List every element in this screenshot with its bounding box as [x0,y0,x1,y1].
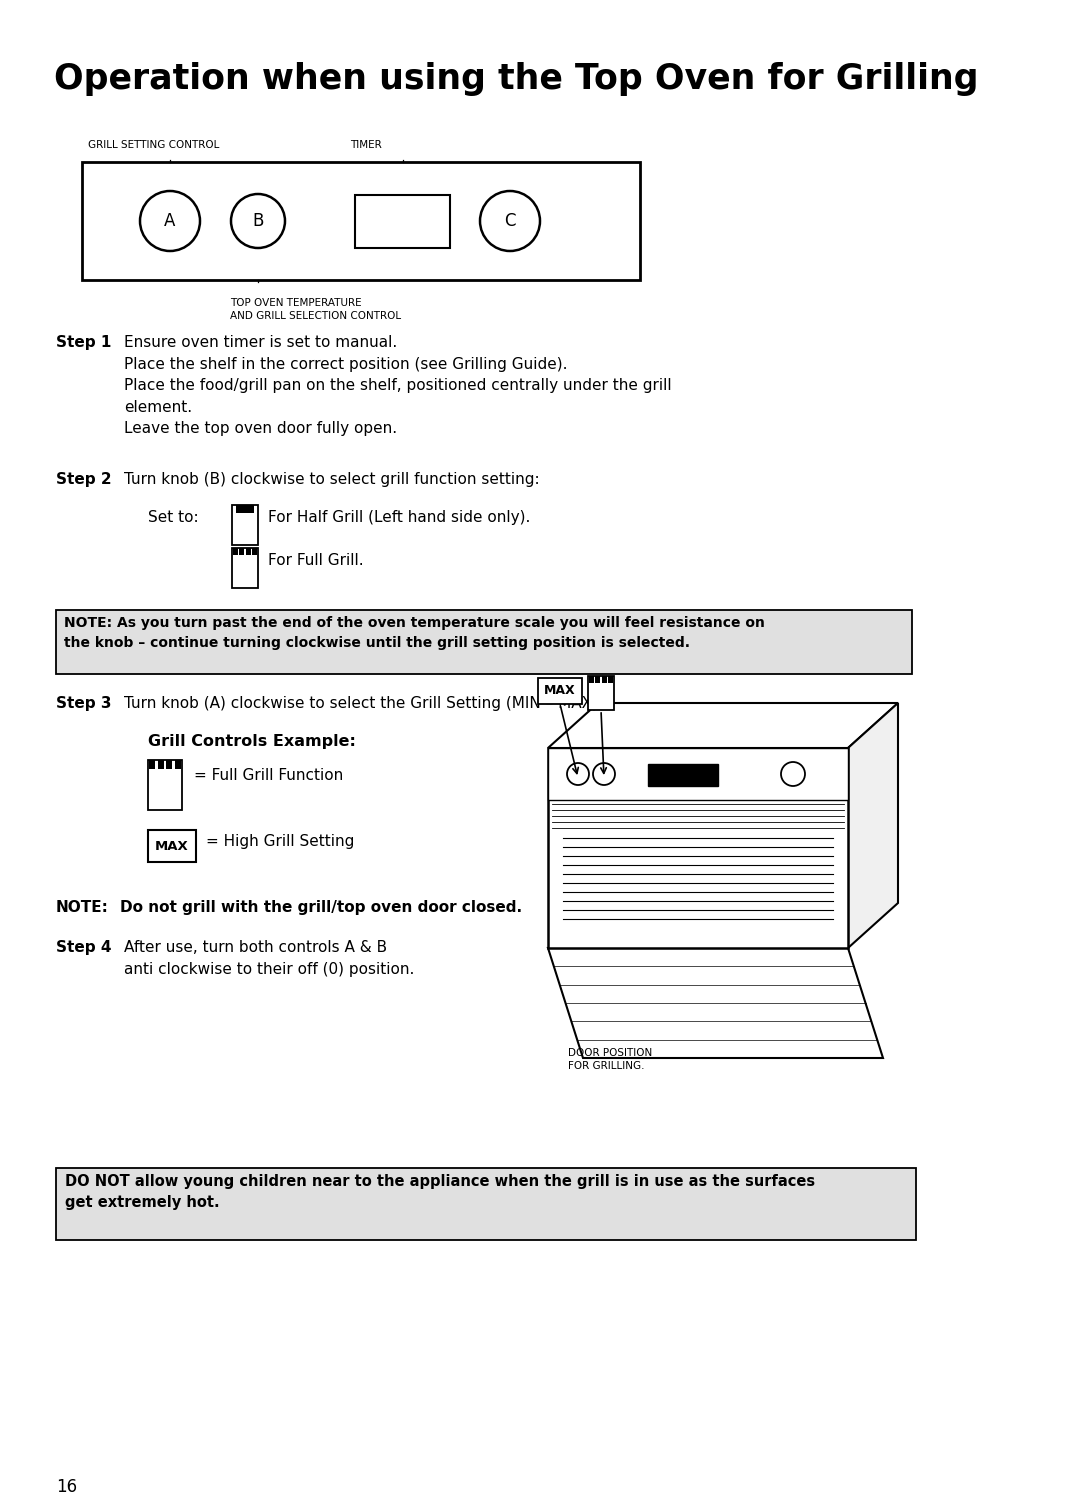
Text: TIMER: TIMER [350,141,381,150]
Bar [548,748,848,947]
Text: DOOR POSITION
FOR GRILLING.: DOOR POSITION FOR GRILLING. [568,1049,652,1071]
Bar [82,162,640,280]
Text: NOTE:: NOTE: [56,901,109,916]
Text: Step 3: Step 3 [56,697,111,712]
Text: Step 2: Step 2 [56,471,111,487]
Text: Ensure oven timer is set to manual.
Place the shelf in the correct position (see: Ensure oven timer is set to manual. Plac… [124,335,672,437]
Bar [232,548,258,588]
Bar [548,748,848,799]
Bar [158,760,164,769]
Text: Operation when using the Top Oven for Grilling: Operation when using the Top Oven for Gr… [54,62,978,97]
Text: Turn knob (B) clockwise to select grill function setting:: Turn knob (B) clockwise to select grill … [124,471,540,487]
Bar [588,675,615,710]
Text: A: A [164,212,176,230]
Bar [538,678,582,704]
Text: For Half Grill (Left hand side only).: For Half Grill (Left hand side only). [268,511,530,524]
Bar [648,765,718,786]
Bar [589,675,594,683]
Text: = High Grill Setting: = High Grill Setting [206,834,354,849]
Bar [355,195,450,248]
Text: Turn knob (A) clockwise to select the Grill Setting (MIN – MAX).: Turn knob (A) clockwise to select the Gr… [124,697,603,712]
Text: TOP OVEN TEMPERATURE
AND GRILL SELECTION CONTROL: TOP OVEN TEMPERATURE AND GRILL SELECTION… [230,298,401,322]
Bar [148,760,183,810]
Bar [253,548,257,555]
Bar [602,675,607,683]
Text: Step 1: Step 1 [56,335,111,351]
Bar [56,1168,916,1241]
Text: Grill Controls Example:: Grill Controls Example: [148,734,356,749]
Bar [608,675,613,683]
Text: C: C [504,212,516,230]
Bar [56,610,912,674]
Text: Set to:: Set to: [148,511,199,524]
Polygon shape [548,947,883,1058]
Text: Step 4: Step 4 [56,940,111,955]
Bar [235,505,254,514]
Text: For Full Grill.: For Full Grill. [268,553,364,568]
Polygon shape [548,703,897,748]
Text: After use, turn both controls A & B
anti clockwise to their off (0) position.: After use, turn both controls A & B anti… [124,940,415,976]
Bar [233,548,238,555]
Bar [246,548,251,555]
Text: DO NOT allow young children near to the appliance when the grill is in use as th: DO NOT allow young children near to the … [65,1174,815,1210]
Text: B: B [253,212,264,230]
Bar [149,760,156,769]
Bar [595,675,600,683]
Text: 16: 16 [56,1478,77,1496]
Text: GRILL SETTING CONTROL: GRILL SETTING CONTROL [87,141,219,150]
Bar [166,760,172,769]
Text: MAX: MAX [156,840,189,852]
Text: = Full Grill Function: = Full Grill Function [194,768,343,783]
Text: MAX: MAX [544,684,576,698]
Bar [232,505,258,545]
Text: Do not grill with the grill/top oven door closed.: Do not grill with the grill/top oven doo… [120,901,522,916]
Polygon shape [848,703,897,947]
Bar [148,830,195,861]
Bar [240,548,244,555]
Text: NOTE: As you turn past the end of the oven temperature scale you will feel resis: NOTE: As you turn past the end of the ov… [64,616,765,650]
Bar [175,760,180,769]
